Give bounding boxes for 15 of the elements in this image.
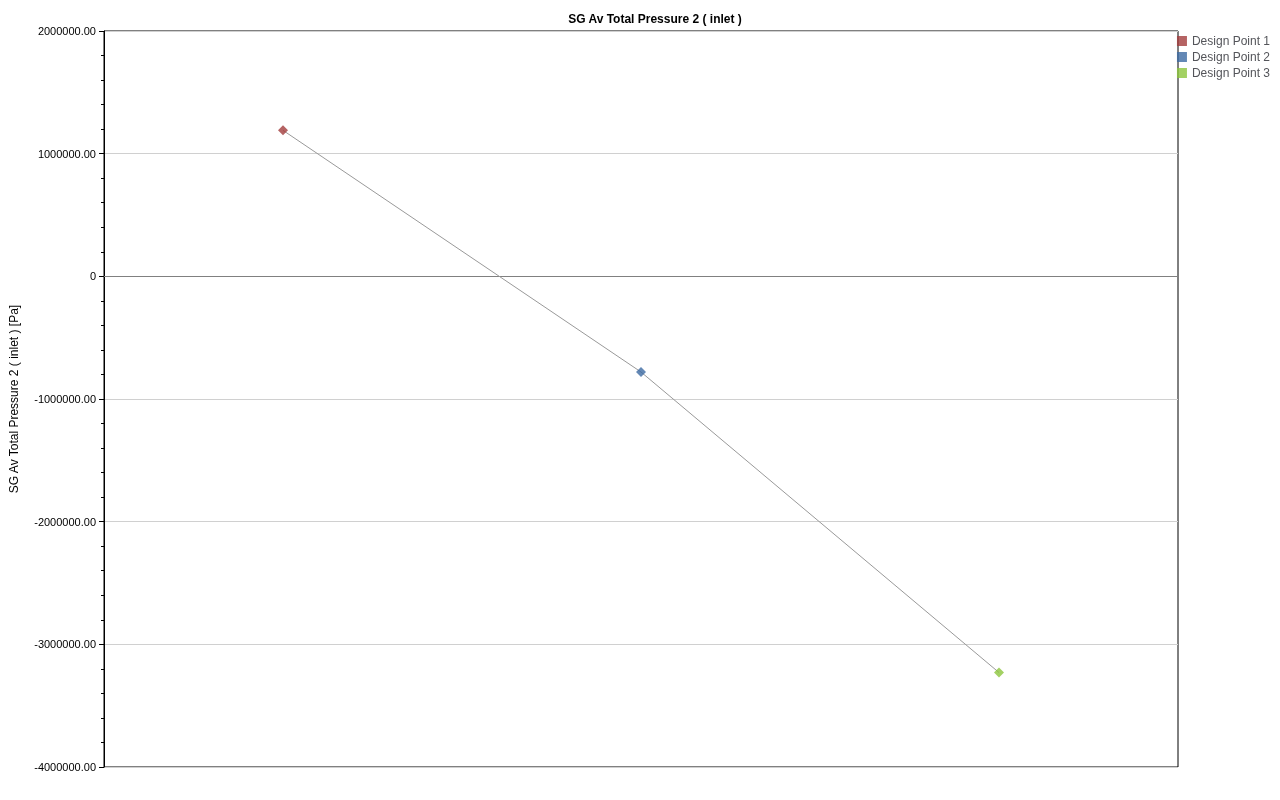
y-axis-title: SG Av Total Pressure 2 ( inlet ) [Pa] <box>7 304 21 494</box>
y-tick-label: -1000000.00 <box>34 393 96 405</box>
y-tick-label: 1000000.00 <box>37 147 96 160</box>
point <box>278 125 288 136</box>
y-tick-label: 2000000.00 <box>37 25 96 37</box>
legend-label: Design Point 2 <box>1191 50 1271 64</box>
point <box>636 367 646 378</box>
y-tick-label: -4000000.00 <box>34 761 96 773</box>
y-tick-label: -2000000.00 <box>34 515 96 528</box>
chart-title: SG Av Total Pressure 2 ( inlet ) <box>568 12 742 26</box>
y-tick-label: 0 <box>89 270 96 283</box>
point <box>994 667 1004 678</box>
legend-label: Design Point 1 <box>1191 34 1271 48</box>
legend-label: Design Point 3 <box>1191 66 1271 80</box>
y-tick-label: -3000000.00 <box>34 638 96 651</box>
